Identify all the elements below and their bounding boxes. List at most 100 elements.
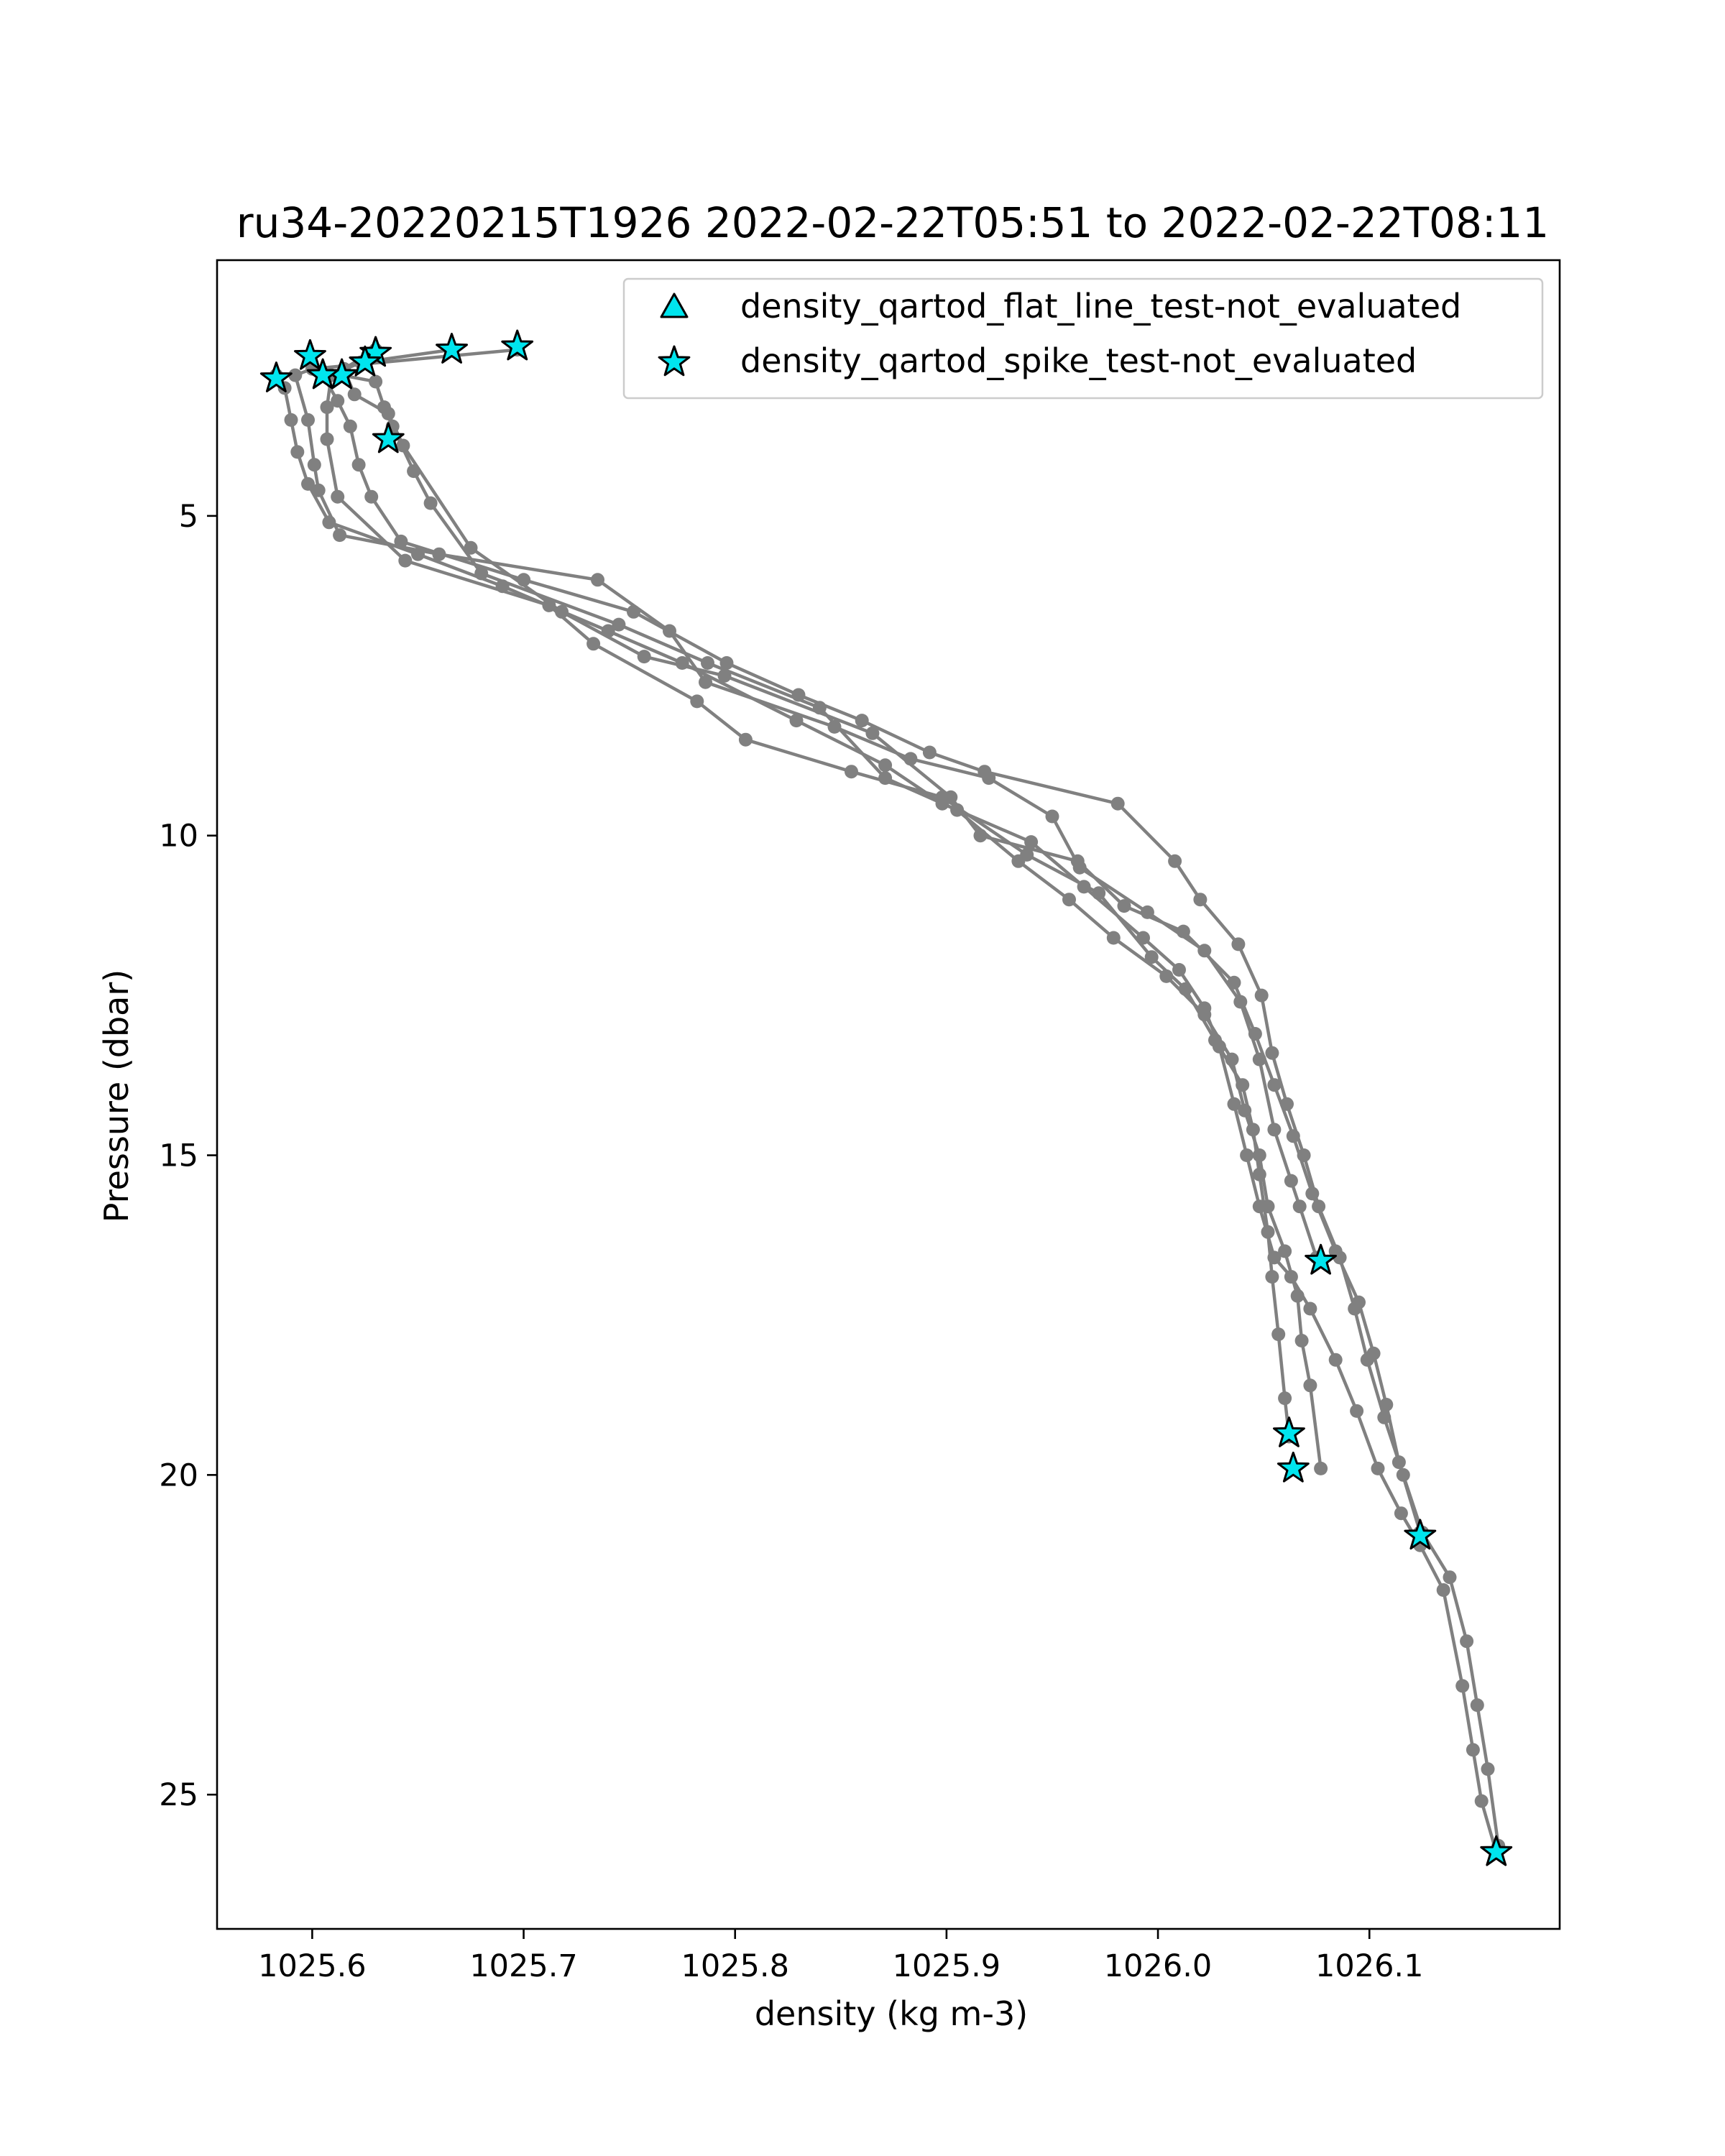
data-point [1350, 1404, 1364, 1418]
data-point [1271, 1327, 1286, 1342]
data-point [1011, 854, 1026, 868]
data-point [495, 579, 510, 594]
data-point [791, 688, 806, 702]
spike-flag-marker [372, 422, 405, 453]
data-point [1062, 893, 1076, 907]
data-point [1267, 1250, 1282, 1265]
data-point [1106, 931, 1121, 945]
data-point [1212, 1039, 1226, 1054]
data-point [1045, 809, 1059, 824]
data-point [1278, 1244, 1292, 1258]
spike-flag-marker [306, 358, 339, 390]
data-point [612, 617, 626, 632]
data-point [464, 540, 478, 555]
data-point [407, 464, 421, 479]
data-point [1227, 1097, 1241, 1111]
data-point [301, 476, 315, 491]
data-point [347, 387, 362, 402]
data-point [307, 458, 321, 472]
y-tick-label: 5 [179, 499, 198, 535]
data-point [1377, 1410, 1392, 1424]
profile-series-6 [316, 368, 1506, 1853]
data-point [1193, 893, 1208, 907]
legend-triangle-marker [660, 292, 689, 318]
spike-flag-marker [501, 329, 534, 361]
data-point [351, 458, 366, 472]
data-point [1284, 1174, 1298, 1188]
data-point [1297, 1148, 1311, 1162]
data-point [284, 413, 298, 427]
profile-line [342, 348, 1422, 1534]
data-point [1360, 1353, 1374, 1367]
data-point [1371, 1461, 1385, 1475]
data-point [1238, 1103, 1252, 1118]
data-point [320, 432, 334, 446]
data-point [1144, 950, 1159, 964]
data-point [1348, 1302, 1362, 1316]
data-point [865, 726, 880, 740]
data-point [978, 765, 992, 779]
x-axis: 1025.6 1025.7 1025.8 1025.9 1026.0 1026.1 [258, 1929, 1423, 1984]
data-point [675, 656, 689, 670]
data-point [719, 656, 734, 670]
profile-series-5 [269, 368, 1504, 1859]
data-point [1303, 1302, 1317, 1316]
data-point [1466, 1743, 1480, 1757]
data-point [1240, 1148, 1254, 1162]
y-tick-label: 20 [159, 1457, 198, 1493]
data-point [1284, 1270, 1298, 1284]
data-point [322, 515, 336, 530]
x-tick-label: 1025.8 [681, 1948, 788, 1984]
profile-line [293, 348, 1318, 1258]
data-point [789, 714, 804, 728]
data-point [1278, 1391, 1292, 1406]
data-point [1254, 988, 1269, 1003]
data-point [1265, 1046, 1279, 1060]
data-point [1280, 1097, 1294, 1111]
data-point [288, 368, 303, 382]
x-tick-label: 1026.1 [1315, 1948, 1423, 1984]
legend-star-marker [658, 345, 691, 377]
data-point [1294, 1334, 1309, 1348]
data-point [394, 534, 408, 548]
data-point [1481, 1762, 1495, 1777]
data-point [1024, 835, 1039, 849]
data-point [1197, 1001, 1212, 1015]
data-point [1231, 937, 1246, 952]
spike-flag-markers [259, 329, 1513, 1866]
data-point [878, 771, 893, 786]
data-point [690, 694, 704, 709]
data-point [1436, 1583, 1450, 1597]
spike-flag-marker [259, 361, 293, 392]
data-point [701, 656, 714, 670]
data-point [1312, 1199, 1326, 1214]
data-point [1396, 1468, 1410, 1482]
data-point [1394, 1506, 1408, 1521]
data-point [1265, 1270, 1279, 1284]
legend: density_qartod_flat_line_test-not_evalua… [622, 277, 1544, 400]
spike-flag-marker [294, 338, 326, 370]
data-point [1070, 854, 1085, 868]
data-point [1172, 963, 1186, 977]
data-point [369, 374, 383, 389]
data-point [1176, 924, 1190, 939]
data-point [1292, 1199, 1307, 1214]
spike-flag-marker [1273, 1416, 1305, 1447]
data-point [627, 604, 640, 619]
data-point [290, 445, 305, 459]
data-point [878, 758, 893, 773]
data-point [331, 394, 345, 408]
spike-flag-marker [1480, 1835, 1513, 1866]
data-point [331, 489, 345, 504]
data-point [364, 489, 379, 504]
legend-label-spike: density_qartod_spike_test-not_evaluated [740, 341, 1417, 380]
data-point [423, 496, 438, 510]
data-point [1267, 1123, 1282, 1137]
profile-series-4 [335, 368, 1328, 1475]
x-tick-label: 1025.6 [258, 1948, 366, 1984]
data-point [591, 573, 604, 587]
data-point [1303, 1378, 1317, 1393]
profile-line [325, 348, 1291, 1437]
data-point [1252, 1148, 1266, 1162]
data-point [1443, 1570, 1457, 1585]
